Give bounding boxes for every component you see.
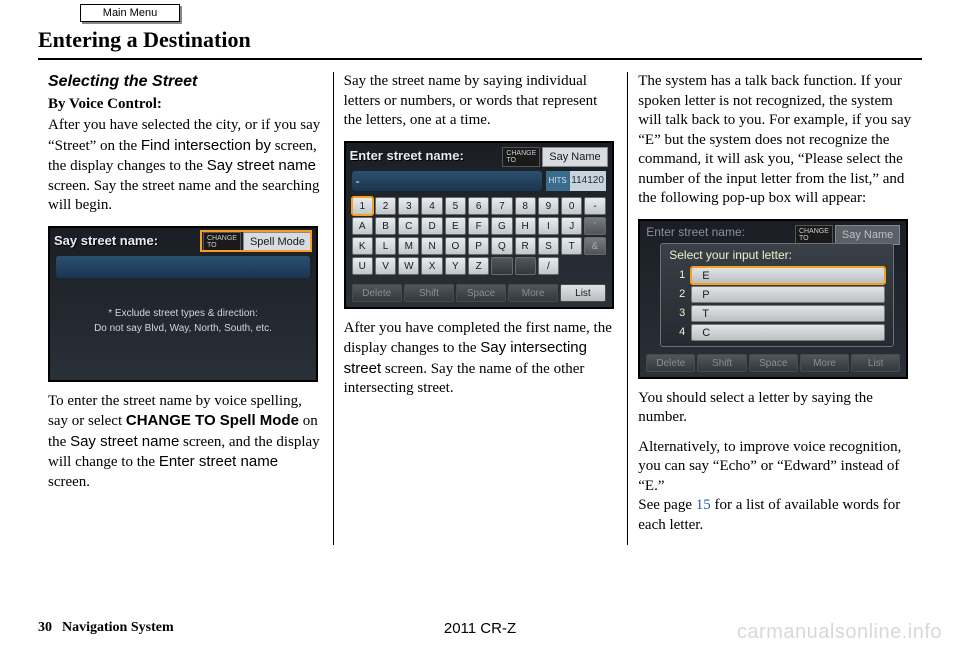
- key: R: [515, 237, 536, 255]
- key: Y: [445, 257, 466, 275]
- main-menu-button[interactable]: Main Menu: [80, 4, 180, 22]
- key: T: [561, 237, 582, 255]
- select-letter-popup: Select your input letter: 1E 2P 3T 4C: [660, 243, 894, 347]
- keyboard-button: More: [508, 284, 558, 302]
- keyboard-button: Space: [456, 284, 506, 302]
- key: P: [468, 237, 489, 255]
- key: 9: [538, 197, 559, 215]
- key: [491, 257, 512, 275]
- keyboard-button-dim: List: [851, 354, 900, 372]
- key: C: [398, 217, 419, 235]
- key: F: [468, 217, 489, 235]
- mode-say-name: Say Name: [542, 147, 607, 167]
- footer-system: Navigation System: [62, 619, 174, 637]
- screen-title: Enter street name:: [350, 148, 464, 165]
- keyboard: 1234567890- ABCDEFGHIJ' KLMNOPQRST& UVWXYZ /: [352, 197, 606, 275]
- input-field: -: [352, 171, 542, 191]
- popup-option: 4C: [669, 324, 885, 341]
- input-bar: [56, 256, 310, 278]
- key: U: [352, 257, 373, 275]
- key: Q: [491, 237, 512, 255]
- col3-para3: Alternatively, to improve voice recognit…: [638, 438, 912, 497]
- nav-screenshot-say-street: Say street name: CHANGE TO Spell Mode * …: [48, 226, 318, 382]
- key: I: [538, 217, 559, 235]
- screen-title: Say street name:: [54, 233, 158, 250]
- key: J: [561, 217, 582, 235]
- key: 6: [468, 197, 489, 215]
- column-1: Selecting the Street By Voice Control: A…: [38, 72, 333, 545]
- key: A: [352, 217, 373, 235]
- popup-option: 3T: [669, 305, 885, 322]
- popup-title: Select your input letter:: [669, 248, 885, 264]
- key: /: [538, 257, 559, 275]
- keyboard-button-dim: Shift: [697, 354, 746, 372]
- keyboard-bottom-row: DeleteShiftSpaceMoreList: [352, 284, 606, 302]
- key: X: [421, 257, 442, 275]
- keyboard-button-dim: Delete: [646, 354, 695, 372]
- watermark: carmanualsonline.info: [737, 619, 942, 645]
- key: [515, 257, 536, 275]
- change-to-label: CHANGE TO: [502, 147, 540, 167]
- keyboard-button: Delete: [352, 284, 402, 302]
- nav-screenshot-enter-street: Enter street name: CHANGE TO Say Name - …: [344, 141, 614, 309]
- subheading-selecting-street: Selecting the Street: [48, 72, 323, 93]
- key: K: [352, 237, 373, 255]
- mode-say-name-dim: Say Name: [835, 225, 900, 245]
- popup-option: 2P: [669, 286, 885, 303]
- key: 0: [561, 197, 582, 215]
- change-to-label: CHANGE TO: [795, 225, 833, 245]
- key: 3: [398, 197, 419, 215]
- key: 4: [421, 197, 442, 215]
- keyboard-button: List: [560, 284, 605, 302]
- keyboard-button-dim: Space: [749, 354, 798, 372]
- key: M: [398, 237, 419, 255]
- key: L: [375, 237, 396, 255]
- bg-title: Enter street name:: [646, 225, 745, 241]
- keyboard-button-dim: More: [800, 354, 849, 372]
- keyboard-button: Shift: [404, 284, 454, 302]
- key: -: [584, 197, 605, 215]
- col2-para1: Say the street name by saying individual…: [344, 72, 618, 131]
- keyboard-bottom-row-dim: DeleteShiftSpaceMoreList: [646, 354, 900, 372]
- popup-option: 1E: [669, 267, 885, 284]
- key: E: [445, 217, 466, 235]
- key: 2: [375, 197, 396, 215]
- col3-para4: See page 15 for a list of available word…: [638, 496, 912, 535]
- key: G: [491, 217, 512, 235]
- screen-note: * Exclude street types & direction: Do n…: [50, 306, 316, 336]
- col2-para2: After you have completed the first name,…: [344, 319, 618, 399]
- nav-screenshot-select-letter: Enter street name: CHANGE TO Say Name Se…: [638, 219, 908, 379]
- footer-model: 2011 CR-Z: [444, 619, 516, 639]
- col1-para1: After you have selected the city, or if …: [48, 116, 323, 216]
- key: N: [421, 237, 442, 255]
- key: O: [445, 237, 466, 255]
- key: 7: [491, 197, 512, 215]
- key: Z: [468, 257, 489, 275]
- key: V: [375, 257, 396, 275]
- col3-para1: The system has a talk back function. If …: [638, 72, 912, 209]
- key: B: [375, 217, 396, 235]
- content-columns: Selecting the Street By Voice Control: A…: [38, 72, 922, 545]
- col1-para2: To enter the street name by voice spelli…: [48, 392, 323, 493]
- page-title: Entering a Destination: [38, 26, 922, 60]
- hits-counter: HITS 114120: [546, 171, 606, 191]
- subheading-voice-control: By Voice Control:: [48, 95, 323, 115]
- col3-para2: You should select a letter by saying the…: [638, 389, 912, 428]
- page-link-15[interactable]: 15: [696, 497, 711, 513]
- key: &: [584, 237, 605, 255]
- page-number: 30: [38, 619, 52, 637]
- key: H: [515, 217, 536, 235]
- key: S: [538, 237, 559, 255]
- key: 5: [445, 197, 466, 215]
- change-to-label: CHANGE TO: [203, 232, 241, 252]
- column-2: Say the street name by saying individual…: [333, 72, 628, 545]
- key: D: [421, 217, 442, 235]
- key: 8: [515, 197, 536, 215]
- key: 1: [352, 197, 373, 215]
- key: ': [584, 217, 605, 235]
- key: W: [398, 257, 419, 275]
- column-3: The system has a talk back function. If …: [627, 72, 922, 545]
- mode-spell: Spell Mode: [243, 232, 312, 252]
